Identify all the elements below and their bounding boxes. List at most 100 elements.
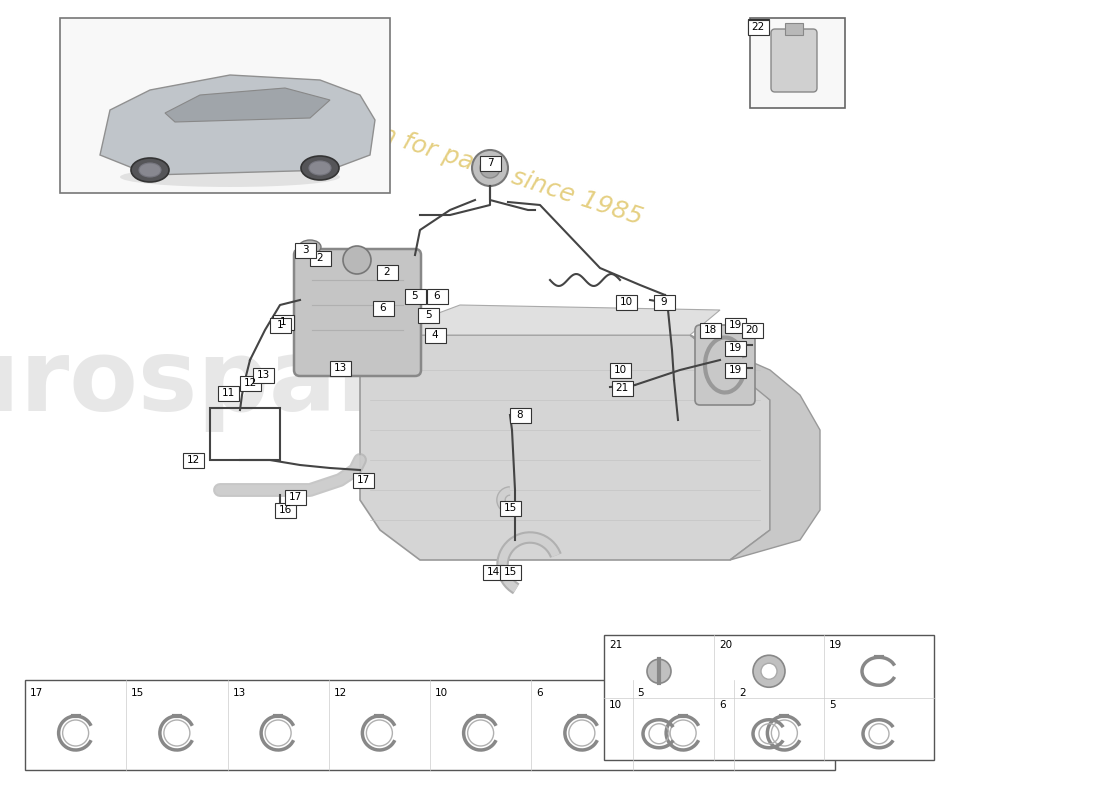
FancyBboxPatch shape: [295, 242, 316, 258]
Text: 5: 5: [425, 310, 431, 320]
Bar: [60, 18, 390, 193]
Bar: [604, 635, 934, 760]
Text: 19: 19: [728, 365, 741, 375]
Ellipse shape: [120, 167, 340, 187]
Circle shape: [480, 158, 501, 178]
FancyBboxPatch shape: [483, 565, 504, 579]
Text: 11: 11: [221, 388, 234, 398]
Text: eurospares: eurospares: [0, 335, 514, 433]
Circle shape: [647, 659, 671, 683]
Text: 20: 20: [719, 640, 733, 650]
Text: 14: 14: [486, 567, 499, 577]
FancyBboxPatch shape: [612, 381, 632, 395]
FancyBboxPatch shape: [330, 361, 351, 375]
FancyBboxPatch shape: [373, 301, 394, 315]
FancyBboxPatch shape: [253, 367, 274, 382]
Text: 20: 20: [746, 325, 759, 335]
Circle shape: [343, 246, 371, 274]
Text: 9: 9: [661, 297, 668, 307]
FancyBboxPatch shape: [741, 322, 762, 338]
FancyBboxPatch shape: [609, 362, 630, 378]
Text: 6: 6: [379, 303, 386, 313]
Text: 5: 5: [829, 701, 836, 710]
Text: 13: 13: [333, 363, 346, 373]
FancyBboxPatch shape: [270, 318, 290, 333]
Text: 2: 2: [384, 267, 390, 277]
FancyBboxPatch shape: [309, 250, 330, 266]
Ellipse shape: [131, 158, 169, 182]
Text: 19: 19: [728, 343, 741, 353]
Circle shape: [754, 655, 785, 687]
FancyBboxPatch shape: [218, 386, 239, 401]
Ellipse shape: [139, 163, 161, 177]
Text: 2: 2: [739, 688, 746, 698]
Text: 6: 6: [433, 291, 440, 301]
Text: 21: 21: [609, 640, 623, 650]
FancyBboxPatch shape: [725, 318, 746, 333]
Text: 10: 10: [434, 688, 448, 698]
Text: 3: 3: [301, 245, 308, 255]
FancyBboxPatch shape: [499, 565, 520, 579]
Ellipse shape: [301, 156, 339, 180]
Ellipse shape: [309, 161, 331, 175]
Polygon shape: [690, 335, 820, 560]
Text: 1: 1: [277, 320, 284, 330]
Text: 17: 17: [30, 688, 43, 698]
FancyBboxPatch shape: [695, 325, 755, 405]
Text: 15: 15: [504, 567, 517, 577]
Text: a passion for parts since 1985: a passion for parts since 1985: [278, 90, 646, 230]
Bar: [785, 23, 803, 35]
FancyBboxPatch shape: [509, 407, 530, 422]
FancyBboxPatch shape: [725, 362, 746, 378]
FancyBboxPatch shape: [294, 249, 421, 376]
Text: 18: 18: [703, 325, 716, 335]
Text: 1: 1: [279, 317, 286, 327]
Text: 17: 17: [356, 475, 370, 485]
Text: 2: 2: [317, 253, 323, 263]
Text: 16: 16: [278, 505, 292, 515]
FancyBboxPatch shape: [480, 155, 501, 170]
Polygon shape: [100, 75, 375, 175]
Circle shape: [761, 663, 777, 679]
Ellipse shape: [299, 240, 321, 254]
Text: 12: 12: [243, 378, 256, 388]
FancyBboxPatch shape: [748, 18, 769, 34]
Text: 10: 10: [619, 297, 632, 307]
Text: 6: 6: [537, 688, 543, 698]
Polygon shape: [360, 335, 770, 560]
Polygon shape: [165, 88, 330, 122]
FancyBboxPatch shape: [273, 314, 294, 330]
Text: 13: 13: [256, 370, 270, 380]
Text: 17: 17: [288, 492, 301, 502]
FancyBboxPatch shape: [183, 453, 204, 467]
FancyBboxPatch shape: [405, 289, 426, 303]
Text: 5: 5: [638, 688, 645, 698]
Text: 21: 21: [615, 383, 628, 393]
Polygon shape: [379, 305, 720, 335]
Text: 19: 19: [728, 320, 741, 330]
Bar: [750, 18, 845, 108]
FancyBboxPatch shape: [285, 490, 306, 505]
Text: 10: 10: [609, 701, 623, 710]
Text: 22: 22: [751, 22, 764, 32]
FancyBboxPatch shape: [700, 322, 720, 338]
Bar: [25, 680, 835, 770]
FancyBboxPatch shape: [748, 19, 769, 34]
FancyBboxPatch shape: [376, 265, 397, 279]
Text: 13: 13: [232, 688, 245, 698]
Text: 7: 7: [486, 158, 493, 168]
Text: 12: 12: [186, 455, 199, 465]
Text: 15: 15: [131, 688, 144, 698]
Text: 5: 5: [411, 291, 418, 301]
FancyBboxPatch shape: [499, 501, 520, 515]
Circle shape: [472, 150, 508, 186]
FancyBboxPatch shape: [275, 502, 296, 518]
Text: 10: 10: [614, 365, 627, 375]
Text: 12: 12: [333, 688, 346, 698]
FancyBboxPatch shape: [771, 29, 817, 92]
Text: 4: 4: [431, 330, 438, 340]
FancyBboxPatch shape: [725, 341, 746, 355]
FancyBboxPatch shape: [352, 473, 374, 487]
Text: 19: 19: [829, 640, 843, 650]
FancyBboxPatch shape: [653, 294, 674, 310]
